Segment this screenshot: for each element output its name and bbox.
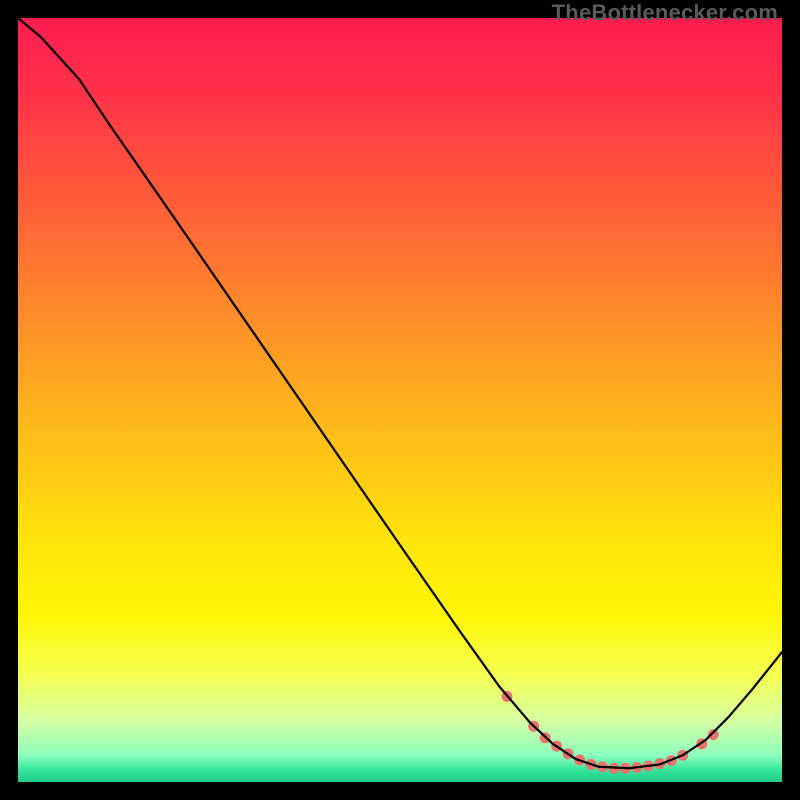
chart-svg (18, 18, 782, 782)
markers-group (501, 691, 718, 774)
watermark-label: TheBottleneсker.com (552, 0, 778, 26)
marker-dot (708, 729, 719, 740)
curve-line (18, 18, 782, 768)
chart-container: TheBottleneсker.com (0, 0, 800, 800)
plot-area (18, 18, 782, 782)
